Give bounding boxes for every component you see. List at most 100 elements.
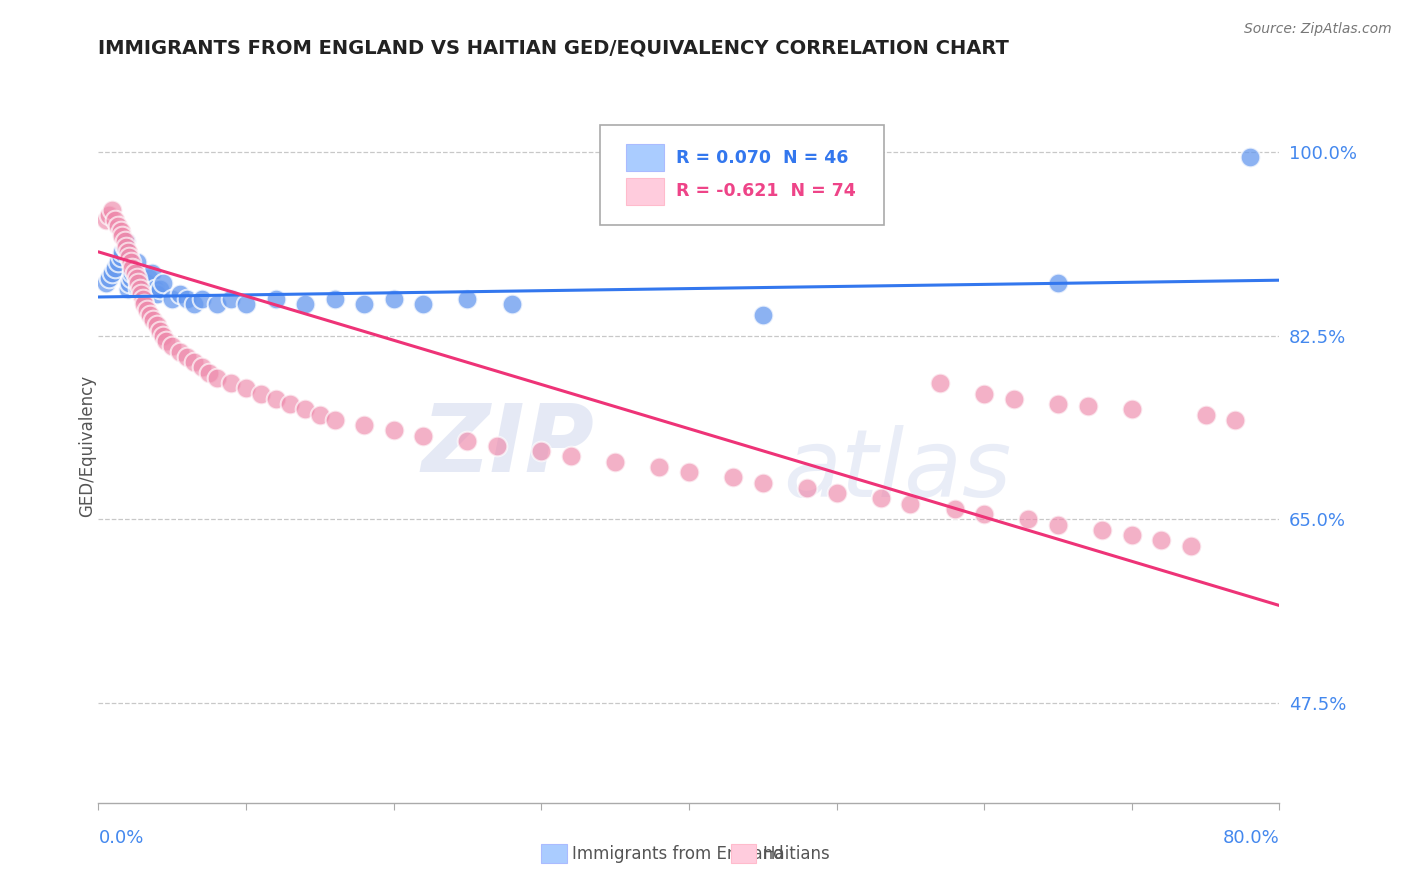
Point <box>235 297 257 311</box>
Point <box>143 282 166 296</box>
Point <box>120 255 142 269</box>
Point <box>605 455 627 469</box>
Point <box>501 297 523 311</box>
Point <box>648 460 671 475</box>
Point <box>751 308 773 322</box>
Point <box>1239 150 1261 164</box>
Point <box>114 239 136 253</box>
Point <box>121 260 143 275</box>
Point <box>132 292 155 306</box>
Text: R = -0.621  N = 74: R = -0.621 N = 74 <box>676 182 856 200</box>
Point <box>111 229 134 244</box>
Point <box>869 491 891 506</box>
Point <box>104 213 127 227</box>
Text: ZIP: ZIP <box>422 400 595 492</box>
Point <box>1195 408 1218 422</box>
Point <box>1150 533 1173 548</box>
Point <box>104 260 127 275</box>
Point <box>1046 517 1069 532</box>
Point <box>751 475 773 490</box>
Point <box>149 324 172 338</box>
Point <box>1121 402 1143 417</box>
Text: atlas: atlas <box>783 425 1012 516</box>
Text: Immigrants from England: Immigrants from England <box>572 845 785 863</box>
Point <box>120 271 142 285</box>
Point <box>678 465 700 479</box>
Point <box>107 219 129 233</box>
FancyBboxPatch shape <box>600 125 884 225</box>
Point <box>219 292 242 306</box>
Point <box>146 286 169 301</box>
Point <box>152 328 174 343</box>
Point <box>127 282 149 296</box>
Point <box>149 282 172 296</box>
Point <box>127 277 149 291</box>
Point <box>152 277 174 291</box>
Point <box>183 355 205 369</box>
Y-axis label: GED/Equivalency: GED/Equivalency <box>79 375 96 517</box>
Point <box>1180 539 1202 553</box>
Bar <box>626 145 664 171</box>
Point <box>139 308 162 322</box>
Point <box>134 282 156 296</box>
Point <box>309 408 332 422</box>
Point <box>115 235 138 249</box>
Point <box>1077 399 1099 413</box>
Point <box>146 318 169 333</box>
Point <box>205 297 228 311</box>
Point <box>142 313 165 327</box>
Point <box>129 271 152 285</box>
Point <box>382 292 405 306</box>
Point <box>323 292 346 306</box>
Point <box>412 428 434 442</box>
Point <box>134 297 156 311</box>
Point <box>141 266 163 280</box>
Point <box>191 292 214 306</box>
Point <box>136 302 159 317</box>
Point <box>94 277 117 291</box>
Point <box>250 386 273 401</box>
Point <box>353 297 375 311</box>
Point <box>94 213 117 227</box>
Point <box>183 297 205 311</box>
Point <box>124 266 146 280</box>
Text: IMMIGRANTS FROM ENGLAND VS HAITIAN GED/EQUIVALENCY CORRELATION CHART: IMMIGRANTS FROM ENGLAND VS HAITIAN GED/E… <box>98 39 1010 58</box>
Bar <box>626 178 664 205</box>
Point <box>1121 528 1143 542</box>
Point <box>125 271 148 285</box>
Point <box>456 292 478 306</box>
Point <box>1223 413 1246 427</box>
Point <box>456 434 478 448</box>
Point <box>110 250 132 264</box>
Point <box>1046 397 1069 411</box>
Text: 0.0%: 0.0% <box>98 829 143 847</box>
Point <box>235 381 257 395</box>
Text: Haitians: Haitians <box>762 845 830 863</box>
Point <box>118 277 141 291</box>
Point <box>191 360 214 375</box>
Point <box>1017 512 1039 526</box>
Point <box>162 339 183 353</box>
Point <box>900 497 922 511</box>
Point <box>97 271 120 285</box>
Point <box>219 376 242 390</box>
Point <box>486 439 509 453</box>
Point <box>382 423 405 437</box>
Point <box>264 292 287 306</box>
Point <box>928 376 950 390</box>
Point <box>323 413 346 427</box>
Point <box>1002 392 1025 406</box>
Point <box>176 292 198 306</box>
Point <box>118 250 141 264</box>
Point <box>1046 277 1069 291</box>
Text: R = 0.070  N = 46: R = 0.070 N = 46 <box>676 149 848 167</box>
Point <box>169 344 191 359</box>
Point <box>278 397 302 411</box>
Point <box>353 417 375 432</box>
Point <box>825 486 848 500</box>
Point <box>412 297 434 311</box>
Point <box>796 481 818 495</box>
Point <box>100 202 122 217</box>
Point <box>136 277 159 291</box>
Point <box>176 350 198 364</box>
